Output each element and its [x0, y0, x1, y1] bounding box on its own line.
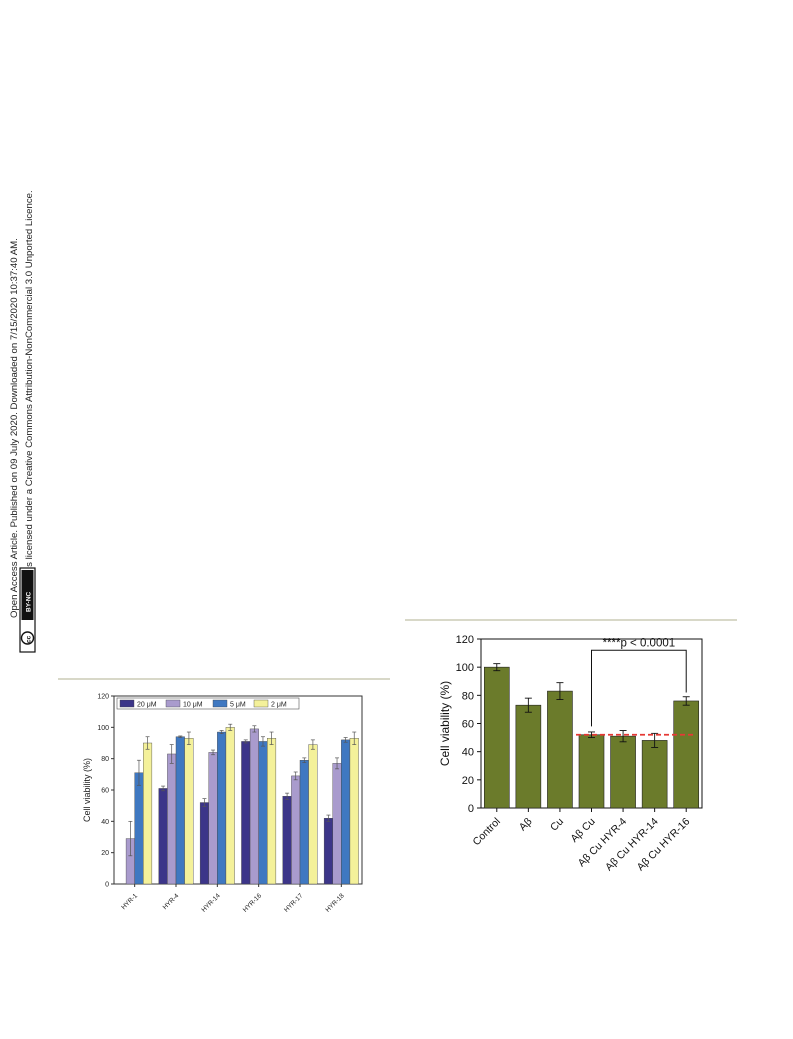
y-tick-label: 100	[97, 725, 109, 732]
x-tick-label: Control	[470, 816, 502, 848]
x-tick-label: Cu	[548, 816, 566, 834]
y-tick-label: 120	[97, 694, 109, 701]
legend-box	[116, 697, 300, 710]
legend-label: 10 μM	[183, 702, 203, 709]
cc-icon	[20, 631, 35, 645]
y-tick-label: 40	[462, 747, 474, 759]
y-tick-label: 60	[462, 719, 474, 731]
bar-3	[547, 690, 573, 809]
y-tick-label: 80	[101, 756, 109, 763]
cc-license-badge[interactable]: cc BY-NC	[19, 567, 36, 653]
y-tick-label: 100	[456, 662, 474, 674]
legend-swatch	[119, 699, 135, 708]
license-strip: Open Access Article. Published on 09 Jul…	[0, 0, 40, 660]
bar-6	[641, 740, 668, 809]
legend-swatch	[165, 699, 181, 708]
cc-badge-text: BY-NC	[26, 591, 33, 612]
legend-label: 2 μM	[271, 702, 287, 709]
y-tick-label: 20	[101, 850, 109, 857]
y-tick-label: 0	[105, 882, 109, 889]
bar-5	[610, 735, 636, 809]
license-strip-svg: Open Access Article. Published on 09 Jul…	[9, 190, 36, 653]
legend-swatch	[212, 699, 228, 708]
x-tick-label: Aβ Cu	[568, 816, 597, 845]
y-axis-label: Cell viability (%)	[82, 758, 92, 822]
y-tick-label: 60	[101, 788, 109, 795]
bar-7	[673, 700, 700, 809]
legend-label: 20 μM	[137, 702, 157, 709]
x-tick-label: Aβ	[517, 816, 535, 834]
license-line-2: This article is licensed under a Creativ…	[24, 190, 35, 618]
significance-bracket	[591, 649, 687, 727]
legend: 20 μM 10 μM 5 μM 2 μM	[116, 697, 300, 710]
significance-label: ****p < 0.0001	[603, 637, 676, 649]
cc-badge-cc: cc	[26, 635, 33, 643]
license-line-1: Open Access Article. Published on 09 Jul…	[9, 238, 20, 618]
y-tick-label: 0	[468, 803, 474, 815]
y-tick-label: 20	[462, 775, 474, 787]
divider-left	[58, 678, 390, 680]
y-tick-label: 40	[101, 819, 109, 826]
divider-right	[405, 619, 737, 621]
legend-label: 5 μM	[230, 702, 246, 709]
y-tick-label: 80	[462, 690, 474, 702]
y-axis-label: Cell viability (%)	[438, 681, 452, 766]
y-tick-label: 120	[456, 634, 474, 646]
plot-area	[113, 695, 363, 885]
bar-2	[515, 704, 542, 809]
bar-1	[483, 666, 510, 809]
bar-4	[578, 734, 605, 809]
legend-swatch	[253, 699, 269, 708]
